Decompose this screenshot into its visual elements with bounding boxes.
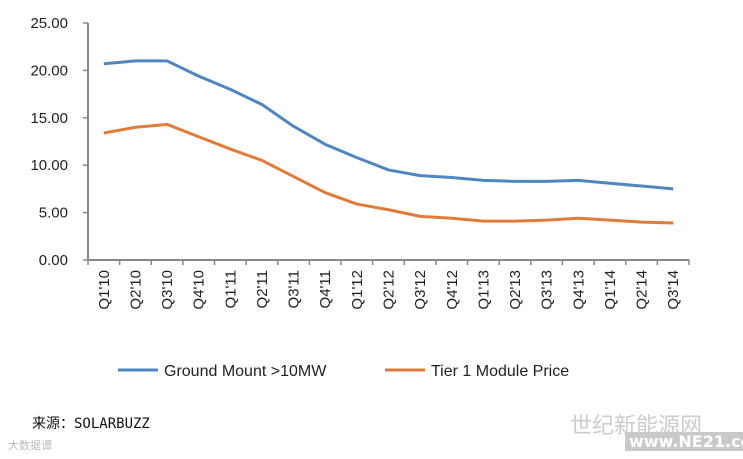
x-tick-label: Q3'14 xyxy=(665,270,682,310)
x-tick-label: Q1'11 xyxy=(222,270,239,308)
series-line-0 xyxy=(103,59,674,191)
x-tick-label: Q2'12 xyxy=(381,270,398,310)
y-tick-label: 5.00 xyxy=(39,205,68,222)
watermark-url: www.NE21.com xyxy=(625,432,743,451)
x-tick-label: Q1'14 xyxy=(602,270,619,310)
legend-label-1: Tier 1 Module Price xyxy=(431,363,569,380)
legend-label-0: Ground Mount >10MW xyxy=(164,363,327,380)
y-tick-label: 25.00 xyxy=(30,15,68,32)
x-tick-label: Q2'13 xyxy=(507,270,524,310)
watermark-left: 大数据谭 xyxy=(8,439,52,452)
x-tick-label: Q4'11 xyxy=(317,270,334,308)
x-tick-label: Q3'11 xyxy=(286,270,303,308)
x-tick-label: Q4'10 xyxy=(191,270,208,310)
x-tick-label: Q2'14 xyxy=(634,270,651,310)
x-tick-label: Q4'13 xyxy=(570,270,587,310)
y-tick-label: 0.00 xyxy=(39,252,68,269)
series-line-1 xyxy=(103,122,674,225)
y-tick-label: 15.00 xyxy=(30,110,68,127)
x-tick-label: Q1'12 xyxy=(349,270,366,310)
y-tick-label: 20.00 xyxy=(30,62,68,79)
x-tick-label: Q1'10 xyxy=(96,270,113,310)
y-tick-label: 10.00 xyxy=(30,157,68,174)
x-tick-label: Q3'10 xyxy=(159,270,176,310)
x-tick-label: Q1'13 xyxy=(475,270,492,310)
x-tick-label: Q3'13 xyxy=(539,270,556,310)
x-tick-label: Q4'12 xyxy=(444,270,461,310)
source-note: 来源：SOLARBUZZ xyxy=(32,416,150,432)
x-tick-label: Q2'11 xyxy=(254,270,271,308)
x-tick-label: Q3'12 xyxy=(412,270,429,310)
x-tick-label: Q2'10 xyxy=(127,270,144,310)
